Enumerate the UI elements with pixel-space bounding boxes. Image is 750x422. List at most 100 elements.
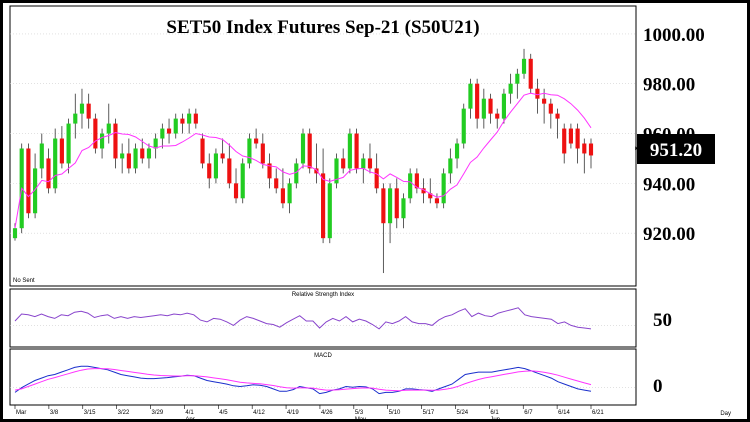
candle-body xyxy=(434,198,440,204)
candle-body xyxy=(233,183,239,199)
candle-body xyxy=(341,158,346,169)
candle-body xyxy=(59,138,64,164)
candle-body xyxy=(247,138,252,164)
candle-body xyxy=(79,103,85,114)
candle-body xyxy=(153,138,158,149)
candle-body xyxy=(562,128,567,154)
x-tick-label: 3/15 xyxy=(84,410,96,416)
x-tick-label: 4/5 xyxy=(219,410,228,416)
candle-body xyxy=(166,128,172,134)
x-axis-labels: Mar 3/8 3/15 3/22 3/29 4/1 4/5 4/12 4/19 4/26 5/3 5… xyxy=(14,405,604,419)
x-month-label: Apr xyxy=(185,417,194,419)
candle-body xyxy=(86,103,91,119)
last-price-marker: ► xyxy=(634,146,640,152)
candle-body xyxy=(120,153,125,159)
candle-body xyxy=(488,98,493,114)
price-panel xyxy=(9,5,637,287)
candle-body xyxy=(254,138,259,144)
candle-body xyxy=(160,128,165,139)
last-price-label: 951.20 xyxy=(637,134,715,164)
candle-body xyxy=(568,128,573,144)
candle-body xyxy=(421,188,426,194)
candle-body xyxy=(113,123,118,159)
candle-body xyxy=(140,148,145,159)
candle-body xyxy=(575,128,580,149)
last-price-box xyxy=(637,134,715,164)
candle-body xyxy=(207,163,212,179)
candle-body xyxy=(39,143,44,169)
x-axis-unit: Day xyxy=(720,411,731,417)
candle-body xyxy=(53,138,58,189)
candle-body xyxy=(280,188,285,204)
candle-body xyxy=(354,133,359,169)
candle-body xyxy=(300,133,306,164)
candle-body xyxy=(106,123,111,134)
x-tick-label: 4/26 xyxy=(321,410,333,416)
candle-body xyxy=(240,163,245,199)
candle-body xyxy=(267,163,272,179)
candle-body xyxy=(528,58,533,89)
candle-body xyxy=(414,173,419,189)
candle-body xyxy=(193,113,198,124)
candle-body xyxy=(287,183,292,204)
candle-body xyxy=(535,88,540,99)
candle-body xyxy=(521,58,527,74)
candle-body xyxy=(12,228,18,239)
price-tick-label: 1000.00 xyxy=(643,25,705,46)
candle-body xyxy=(187,113,192,124)
macd-line xyxy=(14,365,592,395)
candle-body xyxy=(408,173,413,199)
candle-body xyxy=(227,158,232,184)
candle-body xyxy=(46,158,51,189)
x-tick-label: 4/1 xyxy=(185,410,194,416)
candle-body xyxy=(582,143,587,154)
x-tick-label: 5/10 xyxy=(389,410,401,416)
rsi-panel xyxy=(9,288,637,348)
price-tick-label: 920.00 xyxy=(643,224,695,245)
x-tick-label: 6/7 xyxy=(524,410,533,416)
candle-body xyxy=(387,188,393,224)
x-tick-label: 6/21 xyxy=(592,410,604,416)
candle-body xyxy=(260,143,265,164)
rsi-line xyxy=(14,307,592,330)
rsi-title: Relative Strength Index xyxy=(292,292,354,298)
x-tick-label: 4/12 xyxy=(253,410,265,416)
candle-body xyxy=(200,138,205,164)
last-price-value: 951.20 xyxy=(650,140,702,161)
candle-body xyxy=(448,158,453,174)
candle-body xyxy=(501,93,507,119)
candle-body xyxy=(428,193,433,199)
candle-body xyxy=(126,153,131,169)
candle-body xyxy=(66,123,71,164)
candle-body xyxy=(213,153,219,179)
x-tick-label: 5/17 xyxy=(423,410,435,416)
candle-body xyxy=(33,168,38,214)
x-tick-label: 3/22 xyxy=(118,410,130,416)
price-tick-label: 940.00 xyxy=(643,174,695,195)
price-tick-label: 980.00 xyxy=(643,75,695,96)
candle-body xyxy=(93,118,98,149)
candle-body xyxy=(146,148,152,159)
macd-signal-line xyxy=(14,368,592,392)
candle-body xyxy=(454,143,460,159)
candle-body xyxy=(180,118,185,124)
candle-body xyxy=(294,163,299,184)
candlestick-series xyxy=(12,48,594,274)
candle-body xyxy=(542,98,547,104)
candle-body xyxy=(555,113,560,119)
x-tick-label: 5/24 xyxy=(456,410,468,416)
candle-body xyxy=(548,103,553,114)
candle-body xyxy=(274,178,279,189)
candle-body xyxy=(381,188,386,224)
candle-body xyxy=(361,158,366,169)
corner-note: No Sent xyxy=(13,278,35,284)
candle-body xyxy=(173,118,178,134)
candle-body xyxy=(515,73,520,84)
candle-body xyxy=(367,158,373,169)
macd-tick-label: 0 xyxy=(653,376,663,397)
candle-body xyxy=(475,83,480,119)
x-tick-label: 4/19 xyxy=(287,410,299,416)
candle-body xyxy=(133,148,138,169)
